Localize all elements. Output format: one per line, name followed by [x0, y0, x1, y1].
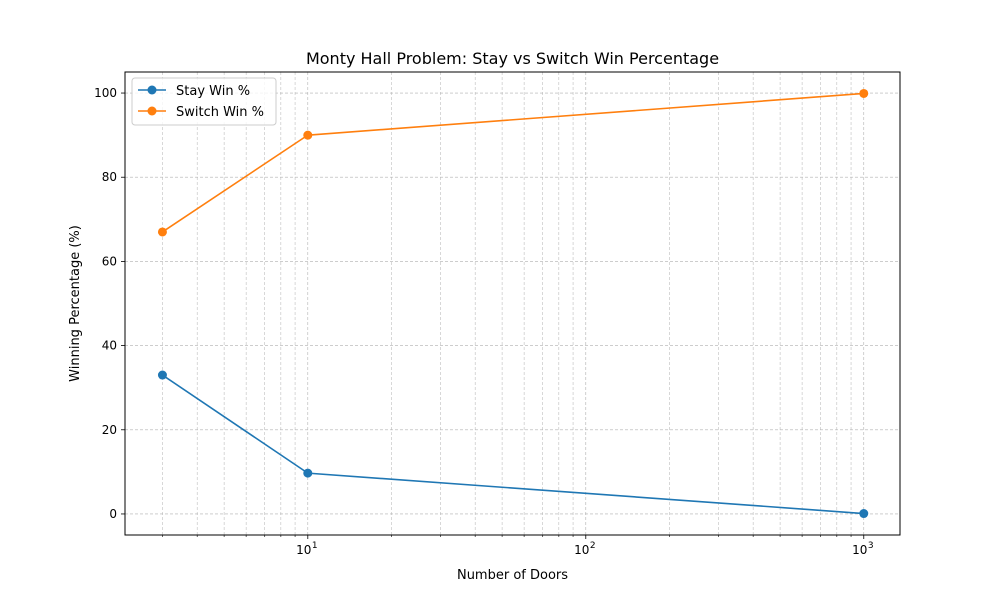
y-tick-label: 40: [102, 339, 117, 353]
x-axis-label: Number of Doors: [457, 568, 568, 583]
data-point-switch: [157, 227, 167, 237]
grid: [125, 72, 900, 535]
legend-label-stay: Stay Win %: [176, 84, 250, 99]
y-tick-label: 0: [109, 507, 117, 521]
data-point-stay: [157, 370, 167, 380]
x-tick-label: 10: [574, 543, 589, 557]
x-tick-label-exponent: 1: [312, 541, 318, 551]
legend-marker-stay: [147, 85, 157, 95]
legend-box: [131, 77, 277, 126]
plot-series: [157, 88, 869, 519]
data-point-stay: [859, 509, 869, 519]
y-axis-label: Winning Percentage (%): [68, 225, 83, 382]
chart-title: Monty Hall Problem: Stay vs Switch Win P…: [306, 49, 719, 68]
y-tick-label: 100: [94, 86, 117, 100]
y-tick-label: 20: [102, 423, 117, 437]
legend: Stay Win % Switch Win %: [131, 77, 277, 126]
y-tick-label: 60: [102, 254, 117, 268]
x-tick-label: 10: [852, 543, 867, 557]
data-point-stay: [303, 468, 313, 478]
plot-area-frame: [124, 71, 901, 536]
x-tick-label-exponent: 3: [868, 541, 874, 551]
legend-label-switch: Switch Win %: [176, 105, 264, 120]
data-point-switch: [859, 88, 869, 98]
y-tick-label: 80: [102, 170, 117, 184]
x-tick-label-exponent: 2: [590, 541, 596, 551]
data-point-switch: [303, 130, 313, 140]
legend-marker-switch: [147, 106, 157, 116]
x-tick-label: 10: [296, 543, 311, 557]
